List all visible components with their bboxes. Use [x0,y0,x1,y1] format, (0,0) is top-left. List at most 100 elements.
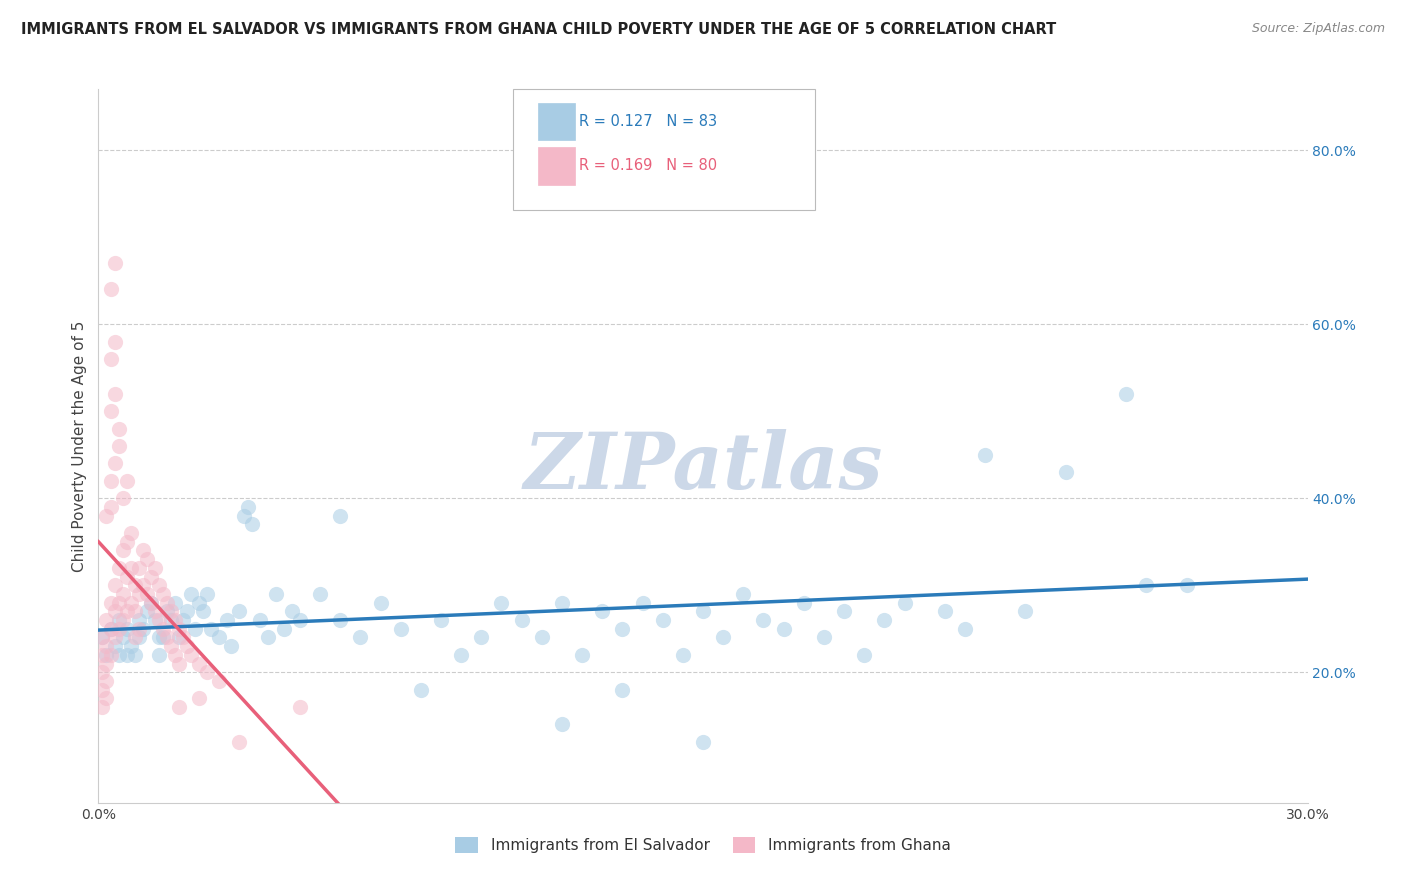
Legend: Immigrants from El Salvador, Immigrants from Ghana: Immigrants from El Salvador, Immigrants … [450,831,956,859]
Point [273,622,295,636]
Point [103,631,125,645]
Point [217,613,239,627]
Point [974,448,997,462]
Point [156,631,179,645]
Point [530,631,553,645]
Point [1175,578,1198,592]
Point [128,613,150,627]
Point [591,604,613,618]
Point [156,604,179,618]
Point [193,604,215,618]
Point [128,622,150,636]
Point [188,691,211,706]
Point [163,596,186,610]
Point [208,673,231,688]
Point [172,613,194,627]
Point [107,421,129,435]
Point [115,474,138,488]
Point [711,631,734,645]
Point [163,648,186,662]
Point [128,587,150,601]
Y-axis label: Child Poverty Under the Age of 5: Child Poverty Under the Age of 5 [72,320,87,572]
Point [120,596,142,610]
Point [96,657,118,671]
Point [128,561,150,575]
Point [124,631,146,645]
Point [180,587,202,601]
Text: Source: ZipAtlas.com: Source: ZipAtlas.com [1251,22,1385,36]
Point [176,639,198,653]
Point [115,648,138,662]
Point [172,631,194,645]
Point [672,648,695,662]
Point [100,474,122,488]
Point [103,604,125,618]
Point [100,622,122,636]
Point [163,613,186,627]
Point [96,508,118,523]
Point [692,735,714,749]
Point [135,587,157,601]
Point [107,622,129,636]
Point [103,256,125,270]
Point [135,604,157,618]
Point [107,561,129,575]
Point [107,439,129,453]
Point [631,596,654,610]
Point [551,596,574,610]
Point [100,404,122,418]
Point [143,613,166,627]
Point [180,648,202,662]
Point [240,517,263,532]
Point [132,578,155,592]
Point [832,604,855,618]
Point [264,587,287,601]
Point [103,334,125,349]
Point [1014,604,1036,618]
Point [91,700,114,714]
Point [228,604,250,618]
Point [571,648,593,662]
Text: ZIPatlas: ZIPatlas [523,429,883,506]
Point [612,682,634,697]
Point [893,596,915,610]
Point [934,604,956,618]
Point [256,631,278,645]
Point [160,604,183,618]
Point [120,526,142,541]
Point [107,648,129,662]
Point [107,596,129,610]
Point [772,622,794,636]
Point [100,622,122,636]
Point [148,578,170,592]
Point [115,569,138,583]
Point [167,631,190,645]
Point [853,648,876,662]
Point [132,543,155,558]
Point [120,561,142,575]
Point [103,639,125,653]
Point [167,657,190,671]
Point [349,631,371,645]
Point [139,596,162,610]
Point [873,613,896,627]
Point [111,543,134,558]
Point [148,613,170,627]
Point [160,613,183,627]
Point [195,665,218,680]
Point [329,508,352,523]
Point [510,613,533,627]
Point [124,578,146,592]
Point [232,508,254,523]
Point [551,717,574,731]
Text: R = 0.127   N = 83: R = 0.127 N = 83 [579,114,717,128]
Point [651,613,673,627]
Point [200,622,222,636]
Point [115,622,138,636]
Point [115,604,138,618]
Point [430,613,453,627]
Point [143,561,166,575]
Point [167,700,190,714]
Point [100,351,122,366]
Point [143,604,166,618]
